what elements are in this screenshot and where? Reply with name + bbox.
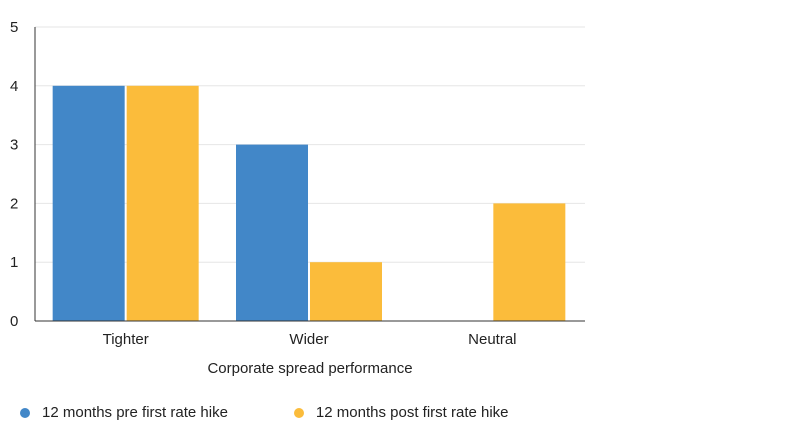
legend-item-post: 12 months post first rate hike [293, 404, 509, 421]
legend: 12 months pre first rate hike 12 months … [20, 404, 575, 421]
x-tick-label: Neutral [468, 331, 516, 348]
y-tick-label: 2 [10, 195, 18, 212]
y-tick-label: 0 [10, 313, 18, 330]
x-axis-title: Corporate spread performance [207, 360, 412, 377]
y-axis-ticks: 0 1 2 3 4 5 [10, 19, 18, 330]
legend-label-post: 12 months post first rate hike [315, 404, 509, 421]
y-tick-label: 4 [10, 78, 18, 95]
y-tick-label: 1 [10, 254, 18, 271]
bar-post-wider [310, 262, 382, 321]
bar-chart: 0 1 2 3 4 5 Tighter Wider Neutral Corporate spr… [10, 19, 585, 377]
bar-post-tighter [126, 85, 199, 321]
bar-pre-tighter [52, 85, 125, 321]
legend-marker-post [293, 407, 304, 418]
x-tick-label: Wider [289, 331, 328, 348]
y-tick-label: 5 [10, 19, 18, 36]
x-axis-categories: Tighter Wider Neutral [103, 331, 517, 348]
y-tick-label: 3 [10, 137, 18, 154]
x-tick-label: Tighter [103, 331, 149, 348]
legend-item-pre: 12 months pre first rate hike [20, 404, 228, 421]
bar-pre-wider [236, 144, 308, 321]
legend-marker-pre [20, 407, 30, 418]
legend-label-pre: 12 months pre first rate hike [42, 404, 228, 421]
bars [52, 85, 566, 321]
bar-post-neutral [493, 203, 566, 321]
